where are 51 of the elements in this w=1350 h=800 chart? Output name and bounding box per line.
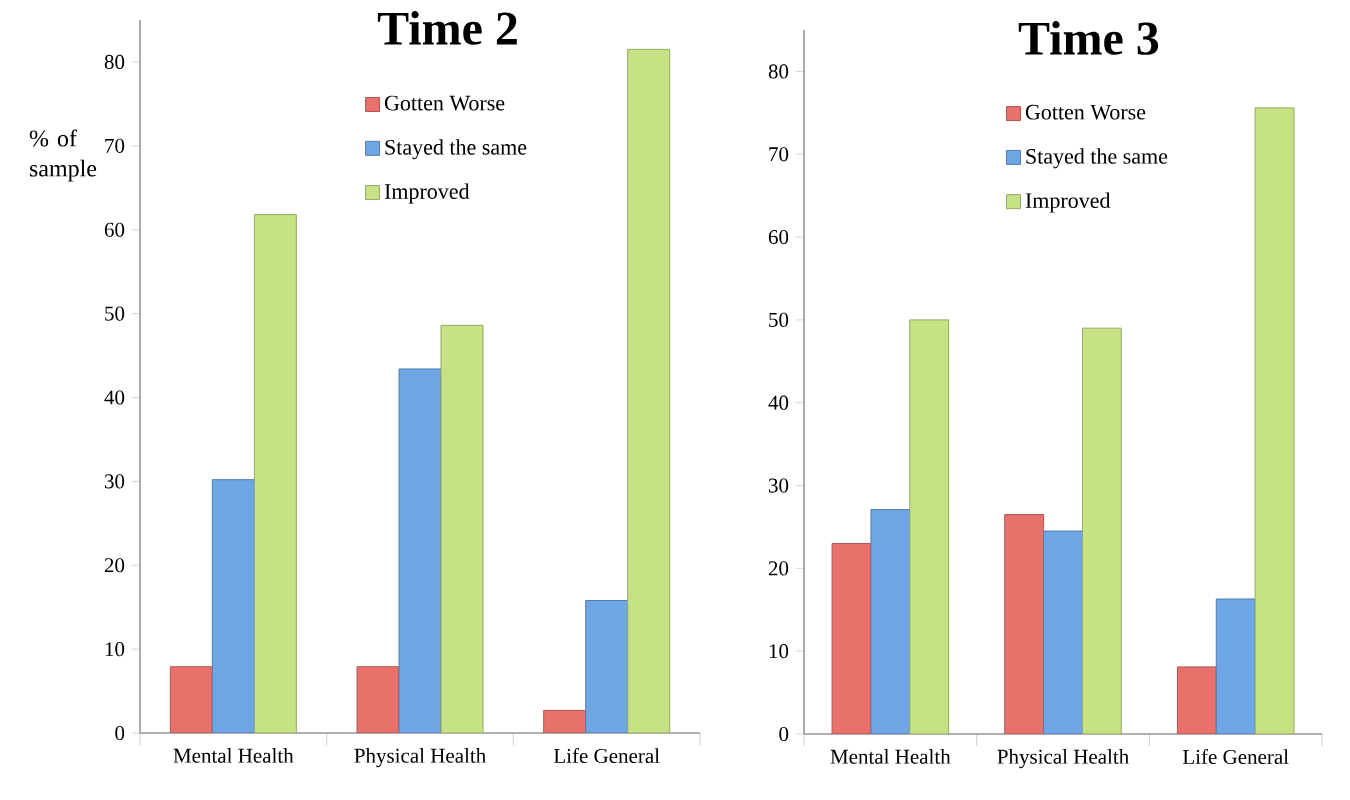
legend-label: Gotten Worse [384,95,505,111]
y-axis-title: % of sample [29,129,97,182]
y-tick-label: 60 [768,229,789,245]
x-tick-label: Mental Health [830,749,951,764]
bar [1081,327,1122,734]
bar [1215,598,1256,734]
bar [1176,666,1217,734]
legend-label: Improved [1025,192,1111,213]
legend-label: Gotten Worse [1025,104,1146,120]
legend-label: Stayed the same [385,139,527,160]
legend-label: Stayed the same [1026,148,1168,169]
y-tick-label: 20 [768,561,789,576]
y-tick-label: 70 [105,138,125,153]
x-tick-label: Physical Health [997,749,1129,769]
bar [440,324,484,733]
y-tick-label: 20 [104,558,125,573]
bar [253,214,297,733]
bar [169,666,213,733]
chart-title: Time 2 [377,11,517,45]
y-tick-label: 60 [104,222,125,237]
bar [831,543,872,734]
y-tick-label: 0 [115,725,125,741]
y-tick-label: 80 [104,54,125,70]
y-tick-label: 40 [104,390,125,405]
y-tick-label: 30 [104,474,125,489]
bar [909,319,950,734]
bar [543,709,587,733]
y-tick-label: 70 [769,147,789,162]
legend-label: Improved [384,183,470,204]
x-tick-label: Physical Health [354,748,486,768]
x-tick-label: Life General [1182,749,1289,765]
bar [870,509,911,734]
bar [585,599,629,733]
chart-title: Time 3 [1018,21,1159,55]
y-tick-label: 30 [768,478,789,493]
y-tick-label: 50 [769,312,789,327]
bar [1254,107,1295,734]
y-tick-label: 80 [768,64,789,79]
y-tick-label: 10 [769,644,789,659]
bar [627,48,671,733]
x-tick-label: Life General [553,748,660,764]
x-tick-label: Mental Health [173,748,294,763]
y-tick-label: 0 [779,726,789,742]
y-tick-label: 10 [105,642,125,657]
bar [1004,514,1045,734]
bar [1043,530,1083,734]
y-tick-label: 40 [768,395,789,410]
bar [356,666,400,733]
bar [398,368,442,733]
y-tick-label: 50 [105,306,125,321]
bar [211,479,255,733]
